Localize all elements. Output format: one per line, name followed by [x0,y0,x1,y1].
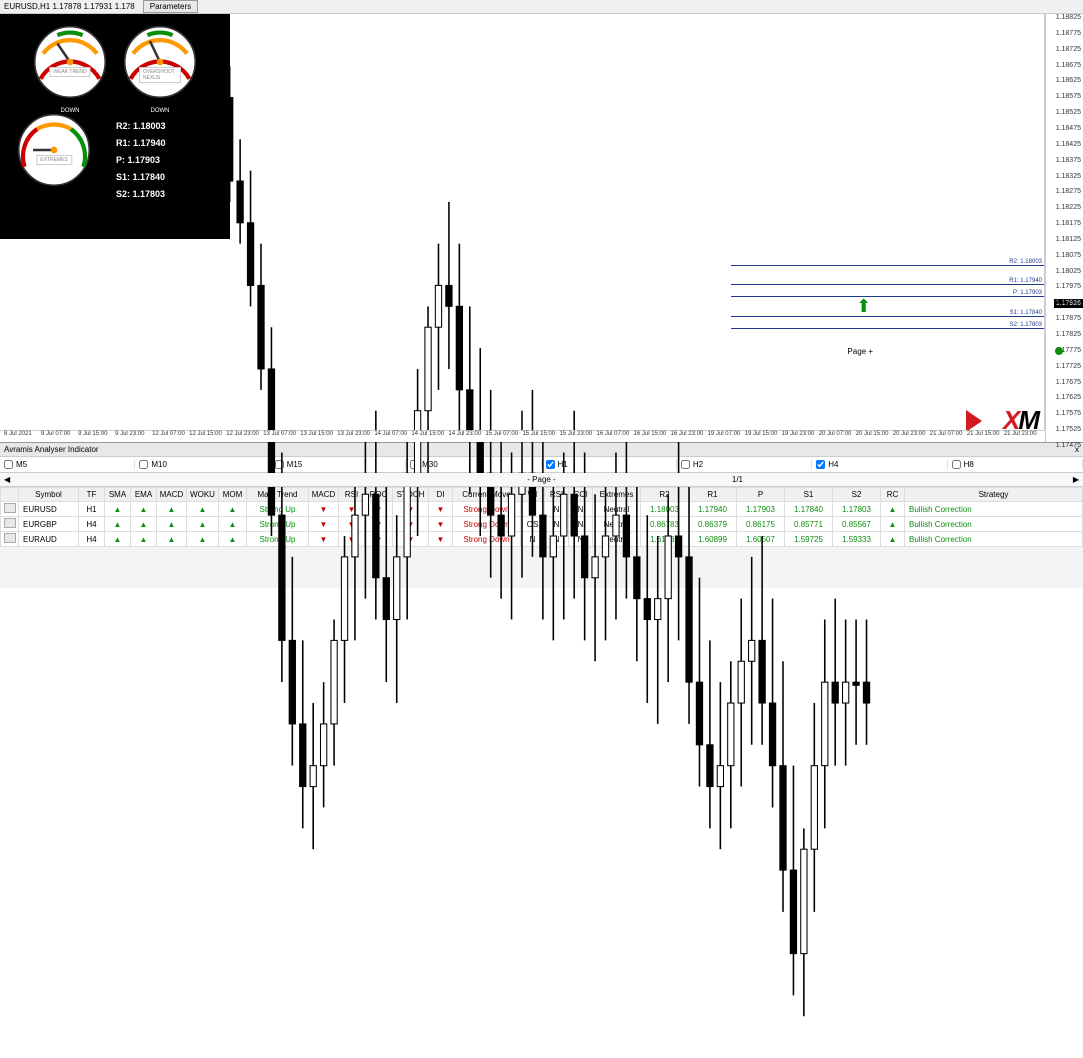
pivot-r2: R2: 1.18003 [116,118,224,135]
price-tick: 1.18125 [1056,236,1081,243]
price-tick: 1.18225 [1056,204,1081,211]
time-tick: 13 Jul 07:00 [263,431,300,442]
time-tick: 9 Jul 23:00 [115,431,152,442]
price-tick: 1.17725 [1056,363,1081,370]
pivot-line-label: R2: 1.18003 [1009,259,1042,265]
price-tick: 1.17875 [1056,315,1081,322]
gauge1-status: WEAK TREND [49,67,90,77]
pivot-line [731,265,1044,266]
gauge-panel: WEAK TREND DOWN OVERSHOOT NEXUS DOWN [0,14,230,239]
price-tick: 1.18725 [1056,46,1081,53]
main-chart-area: WEAK TREND DOWN OVERSHOOT NEXUS DOWN [0,14,1083,442]
page-plus-label[interactable]: Page + [847,347,873,356]
move-gauge: OVERSHOOT NEXUS DOWN [118,20,202,104]
time-tick: 14 Jul 07:00 [374,431,411,442]
price-tick: 1.17625 [1056,394,1081,401]
time-tick: 13 Jul 23:00 [337,431,374,442]
chart-canvas-area[interactable]: WEAK TREND DOWN OVERSHOOT NEXUS DOWN [0,14,1045,442]
price-tick: 1.17575 [1056,410,1081,417]
time-tick: 8 Jul 2021 [4,431,41,442]
time-tick: 19 Jul 15:00 [745,431,782,442]
chart-title: EURUSD,H1 1.17878 1.17931 1.178 [4,2,135,11]
time-tick: 14 Jul 23:00 [448,431,485,442]
price-tick: 1.17525 [1056,426,1081,433]
price-tick: 1.18325 [1056,173,1081,180]
time-tick: 19 Jul 07:00 [708,431,745,442]
pivot-values: R2: 1.18003 R1: 1.17940 P: 1.17903 S1: 1… [96,108,224,203]
time-tick: 15 Jul 15:00 [522,431,559,442]
page-label: - Page - [527,475,555,484]
price-tick: 1.17925 [1056,299,1081,306]
pivot-line [731,316,1044,317]
time-tick: 16 Jul 23:00 [671,431,708,442]
price-tick: 1.18575 [1056,93,1081,100]
price-tick: 1.18425 [1056,141,1081,148]
chart-header: EURUSD,H1 1.17878 1.17931 1.178 Paramete… [0,0,1083,14]
time-tick: 21 Jul 23:00 [1004,431,1041,442]
up-arrow-icon: ⬆ [856,296,871,317]
price-tick: 1.17475 [1056,442,1081,449]
pivot-r1: R1: 1.17940 [116,135,224,152]
price-tick: 1.18025 [1056,268,1081,275]
time-tick: 15 Jul 07:00 [485,431,522,442]
price-tick: 1.18825 [1056,14,1081,21]
pivot-s1: S1: 1.17840 [116,169,224,186]
time-tick: 21 Jul 15:00 [967,431,1004,442]
time-tick: 16 Jul 15:00 [634,431,671,442]
pivot-s2: S2: 1.17803 [116,186,224,203]
pivot-line [731,284,1044,285]
price-tick: 1.17975 [1056,283,1081,290]
time-tick: 12 Jul 23:00 [226,431,263,442]
price-tick: 1.18375 [1056,157,1081,164]
gauge2-label: DOWN [151,108,170,114]
extremes-gauge: EXTREMES [12,108,96,192]
page-next-icon[interactable]: ▶ [1073,475,1079,484]
time-tick: 19 Jul 23:00 [782,431,819,442]
time-tick: 13 Jul 15:00 [300,431,337,442]
price-axis: 1.17926 1.188251.187751.187251.186751.18… [1045,14,1083,442]
pivot-line [731,296,1044,297]
time-tick: 9 Jul 15:00 [78,431,115,442]
pivot-line [731,328,1044,329]
trend-gauge: WEAK TREND DOWN [28,20,112,104]
parameters-button[interactable]: Parameters [143,0,198,13]
time-tick: 20 Jul 07:00 [819,431,856,442]
price-tick: 1.18525 [1056,109,1081,116]
time-tick: 12 Jul 07:00 [152,431,189,442]
time-tick: 20 Jul 23:00 [893,431,930,442]
xm-logo-triangle-icon [966,410,982,432]
page-row: ◀ - Page - 1/1 ▶ [0,473,1083,487]
page-info: 1/1 [732,475,743,484]
price-tick: 1.18775 [1056,30,1081,37]
gauge3-status: EXTREMES [36,155,72,165]
time-tick: 9 Jul 07:00 [41,431,78,442]
time-axis: 8 Jul 20219 Jul 07:009 Jul 15:009 Jul 23… [0,430,1045,442]
price-tick: 1.18475 [1056,125,1081,132]
price-tick: 1.18075 [1056,252,1081,259]
pivot-p: P: 1.17903 [116,152,224,169]
time-tick: 20 Jul 15:00 [856,431,893,442]
price-tick: 1.18675 [1056,62,1081,69]
price-tick: 1.18625 [1056,77,1081,84]
pivot-line-label: P: 1.17903 [1013,290,1042,296]
page-prev-icon[interactable]: ◀ [4,475,10,484]
time-tick: 12 Jul 15:00 [189,431,226,442]
pivot-line-label: S1: 1.17840 [1010,310,1042,316]
price-tick: 1.18175 [1056,220,1081,227]
pivot-line-label: R1: 1.17940 [1009,278,1042,284]
price-tick: 1.18275 [1056,188,1081,195]
status-dot-icon [1055,347,1063,355]
time-tick: 15 Jul 23:00 [559,431,596,442]
price-tick: 1.17675 [1056,379,1081,386]
time-tick: 14 Jul 15:00 [411,431,448,442]
gauge2-status: OVERSHOOT NEXUS [139,67,181,83]
time-tick: 16 Jul 07:00 [597,431,634,442]
price-tick: 1.17825 [1056,331,1081,338]
time-tick: 21 Jul 07:00 [930,431,967,442]
pivot-line-label: S2: 1.17803 [1010,322,1042,328]
